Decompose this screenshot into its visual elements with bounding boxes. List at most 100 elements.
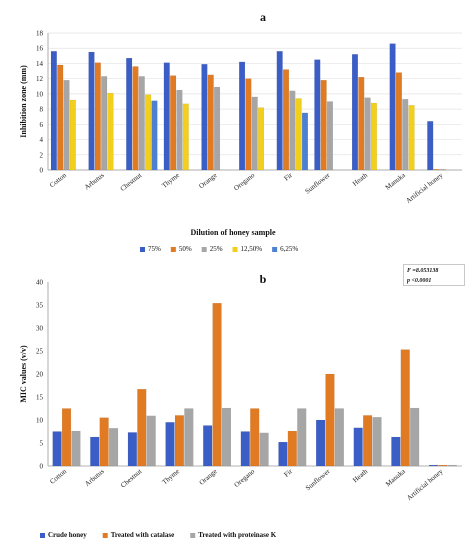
legend-label: 12,50%: [241, 245, 263, 253]
legend-label: Treated with proteinase K: [198, 531, 277, 539]
bar: [71, 430, 81, 467]
bar: [372, 417, 382, 467]
panel-a: a 0 2 4 6 8 10 12 14 16 18 Inhibition zone (mm) Cott…: [0, 0, 469, 262]
y-tick-label: 2: [40, 151, 44, 159]
bar: [287, 430, 297, 467]
stats-annotation-line-2: p <0.0001: [407, 278, 432, 284]
y-tick-label: 20: [36, 371, 44, 379]
x-category-label: Chestnut: [119, 467, 143, 489]
y-tick-label: 12: [36, 75, 44, 83]
bar: [428, 464, 439, 467]
y-axis-title: Inhibition zone (mm): [19, 65, 28, 138]
x-category-label: Manuka: [384, 467, 407, 488]
bar: [245, 78, 252, 171]
x-category-label: Artificial honey: [405, 467, 445, 502]
y-tick-label: 15: [36, 394, 44, 402]
y-axis-title: MIC values (v/v): [19, 345, 28, 403]
legend-swatch: [272, 247, 278, 252]
chart-a: a 0 2 4 6 8 10 12 14 16 18 Inhibition zone (mm) Cott…: [19, 10, 462, 253]
x-category-label: Oregano: [232, 171, 256, 192]
bar: [94, 62, 101, 171]
bar: [170, 75, 177, 171]
panel-b: b 0 5 10 15 20 25 30 35 40 MIC values (v/v) Cotton A…: [0, 262, 469, 550]
bar: [61, 408, 72, 467]
bar: [326, 101, 333, 171]
y-tick-label: 25: [36, 348, 44, 356]
bar: [174, 415, 184, 467]
y-tick-label: 4: [40, 136, 44, 144]
bar: [391, 436, 401, 467]
x-category-label: Artificial honey: [404, 171, 444, 205]
bar: [439, 169, 446, 171]
y-tick-label: 5: [40, 440, 44, 448]
bar: [201, 64, 208, 171]
bar: [212, 303, 222, 467]
chart-b: b 0 5 10 15 20 25 30 35 40 MIC values (v/v) Cotton A…: [19, 272, 462, 539]
bar: [363, 415, 373, 467]
bar: [301, 112, 308, 171]
bar: [239, 61, 246, 171]
bar: [314, 59, 321, 171]
bar: [109, 428, 119, 467]
bar: [278, 441, 288, 467]
bar: [297, 408, 307, 467]
legend-swatch: [40, 533, 45, 538]
bar: [90, 436, 100, 467]
bar: [447, 464, 457, 467]
y-tick-label: 8: [40, 106, 44, 114]
bar: [408, 105, 415, 171]
legend-swatch: [140, 247, 145, 252]
x-category-label: Chestnut: [119, 171, 144, 193]
panel-label: b: [260, 272, 267, 286]
x-category-label: Oregano: [233, 467, 257, 489]
bar: [127, 432, 137, 467]
bar: [438, 464, 448, 467]
y-tick-label: 16: [36, 45, 44, 53]
bar: [137, 389, 147, 467]
bar: [334, 408, 344, 467]
y-tick-label: 18: [36, 30, 44, 38]
legend-swatch: [102, 533, 108, 538]
bar: [325, 373, 335, 467]
panel-label: a: [260, 10, 266, 24]
bar: [389, 43, 396, 171]
bar: [52, 431, 62, 467]
x-axis-title: Dilution of honey sample: [190, 228, 276, 237]
x-category-label: Cotton: [48, 171, 68, 189]
bar: [259, 432, 269, 467]
bar: [295, 98, 302, 171]
bar: [165, 422, 175, 467]
legend-label: Treated with catalase: [111, 531, 175, 539]
bar: [182, 103, 189, 171]
legend-swatch: [170, 247, 176, 252]
y-tick-label: 35: [36, 302, 44, 310]
y-tick-label: 0: [40, 167, 44, 175]
bar: [214, 86, 221, 171]
bar: [221, 407, 232, 467]
x-category-label: Fir: [283, 467, 295, 479]
bar: [151, 100, 158, 171]
bar: [358, 76, 365, 171]
bar: [145, 94, 152, 171]
y-tick-label: 6: [40, 121, 44, 129]
bar: [427, 121, 434, 171]
bar: [283, 69, 290, 171]
legend-label: Crude honey: [48, 531, 87, 539]
legend-label: 25%: [210, 245, 223, 253]
bar: [203, 425, 213, 467]
bar: [240, 431, 250, 467]
bar: [351, 54, 358, 171]
y-tick-label: 14: [36, 60, 44, 68]
y-tick-label: 10: [36, 417, 44, 425]
bar: [251, 96, 258, 171]
bar: [433, 169, 440, 171]
y-tick-label: 30: [36, 325, 44, 333]
legend-swatch: [232, 247, 238, 252]
y-tick-label: 40: [36, 279, 44, 287]
x-category-label: Manuka: [384, 171, 408, 192]
bar: [88, 51, 95, 171]
bar: [250, 408, 260, 467]
bar: [63, 80, 70, 171]
x-category-label: Heath: [351, 467, 369, 484]
x-category-label: Arbutus: [83, 467, 106, 488]
